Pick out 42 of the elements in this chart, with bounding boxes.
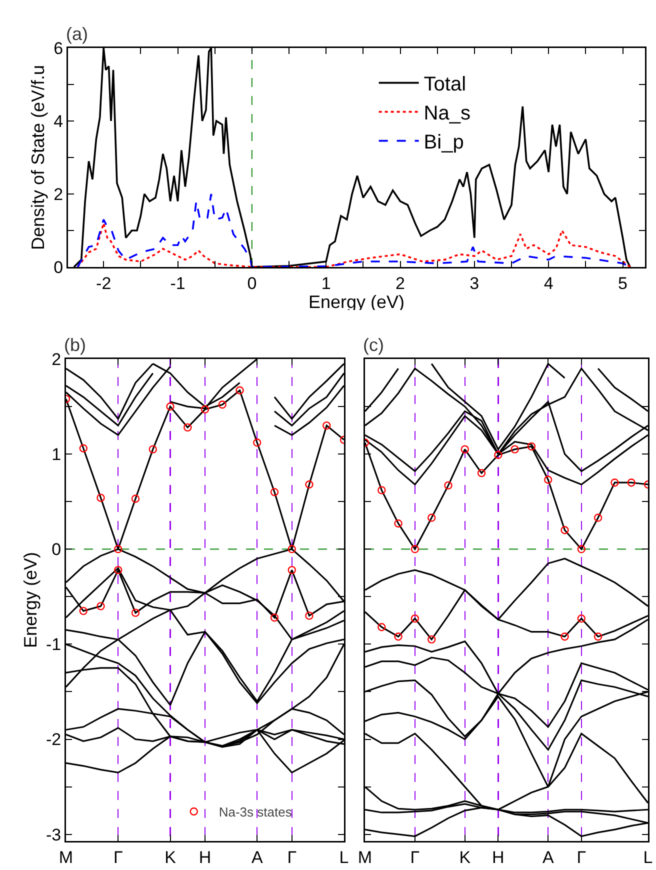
y-tick-label: -1	[46, 635, 62, 654]
chart-title: (c)	[363, 335, 384, 355]
x-tick-label: 5	[618, 274, 628, 293]
y-tick-label: 0	[54, 258, 64, 277]
x-axis-title: Energy (eV)	[308, 292, 405, 312]
x-tick-label: M	[58, 848, 74, 867]
x-tick-label: 2	[396, 274, 405, 293]
x-tick-label: L	[339, 848, 349, 867]
y-tick-label: 2	[54, 184, 64, 204]
y-tick-label: -3	[46, 825, 62, 844]
x-tick-label: H	[492, 848, 504, 867]
y-tick-label: 1	[52, 445, 62, 464]
y-axis-title: Energy (eV)	[20, 552, 40, 648]
x-tick-label: K	[459, 848, 472, 867]
x-tick-label: 3	[470, 274, 480, 293]
y-tick-label: 2	[52, 350, 62, 369]
x-tick-label: Γ	[287, 848, 297, 867]
x-tick-label: L	[643, 848, 653, 867]
x-tick-label: Γ	[113, 848, 123, 867]
x-tick-label: Γ	[410, 848, 420, 867]
y-tick-label: 0	[52, 540, 62, 560]
x-tick-label: Γ	[576, 848, 586, 867]
x-tick-label: M	[358, 848, 372, 867]
x-tick-label: 0	[247, 274, 257, 293]
legend-label: Na-3s states	[218, 804, 292, 820]
y-tick-label: -2	[46, 730, 62, 750]
x-tick-label: A	[542, 848, 554, 867]
legend-label: Na_s	[424, 102, 471, 125]
chart-title: (b)	[64, 335, 86, 355]
chart-title: (a)	[66, 24, 88, 44]
x-tick-label: K	[164, 848, 177, 867]
x-tick-label: -2	[96, 274, 112, 293]
x-tick-label: 1	[321, 274, 331, 293]
legend-label: Bi_p	[424, 132, 464, 154]
x-tick-label: -1	[170, 274, 186, 293]
x-tick-label: 4	[544, 274, 554, 293]
y-tick-label: 4	[54, 112, 64, 131]
x-tick-label: H	[198, 848, 212, 867]
y-tick-label: 6	[54, 38, 64, 58]
x-tick-label: A	[251, 848, 264, 867]
legend-label: Total	[424, 74, 466, 96]
y-axis-title: Density of State (eV/f.u	[28, 64, 48, 250]
